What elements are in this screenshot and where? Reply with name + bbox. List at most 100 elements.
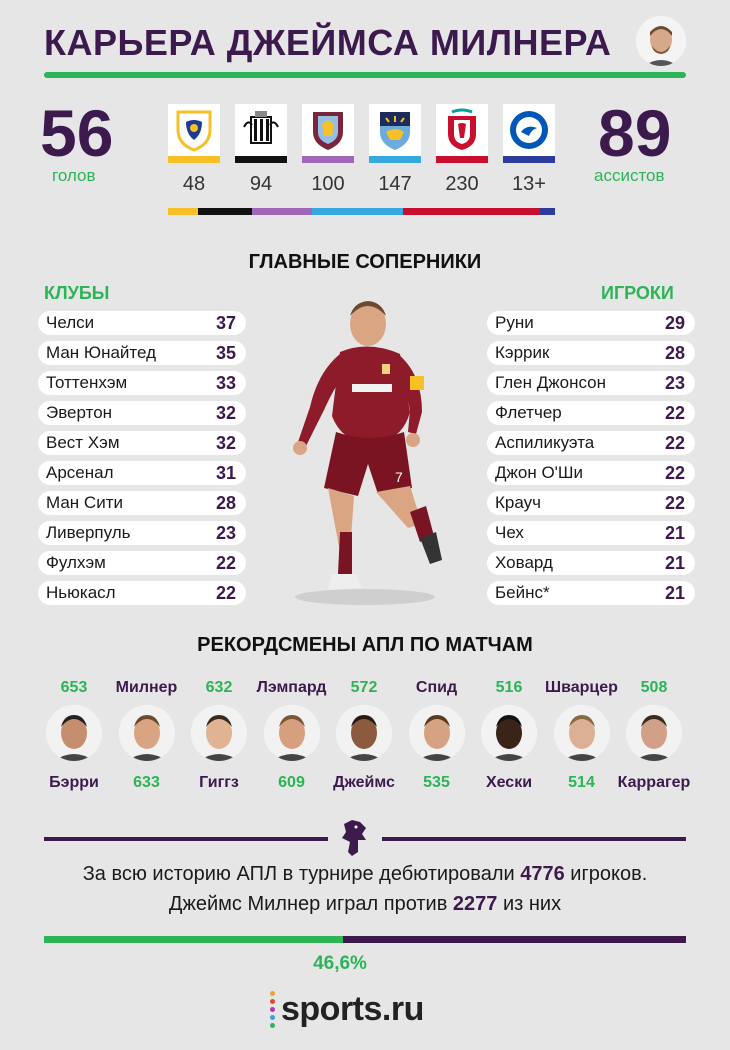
record-matches: 653 [60,679,88,696]
rival-club-value: 35 [215,342,236,363]
rival-club-name: Эвертон [46,403,113,422]
record-matches: 508 [640,679,668,696]
rival-club-value: 31 [215,462,236,483]
club-liverpool: 230 [436,104,488,195]
rival-player-name: Джон О'Ши [495,463,583,482]
clubs-header: КЛУБЫ [44,283,110,303]
leeds-badge-icon [168,104,220,156]
club-games: 147 [378,173,412,195]
club-brighton: 13+ [503,104,555,195]
rival-player-row: Чех 21 [487,521,695,545]
milner-player-photo: 7 [270,292,460,612]
club-games: 94 [249,173,273,195]
rival-player-row: Ховард 21 [487,551,695,575]
record-player-name: Каррагер [617,774,691,791]
rival-club-value: 28 [215,492,236,513]
rival-player-value: 29 [664,312,685,333]
record-matches: 535 [423,774,450,791]
rival-player-value: 21 [664,552,685,573]
records-title: РЕКОРДСМЕНЫ АПЛ ПО МАТЧАМ [197,634,533,656]
aston-villa-badge-icon [302,104,354,156]
record-matches: 609 [278,774,305,791]
rival-player-name: Флетчер [495,403,562,422]
record-player-face [46,705,102,761]
rival-club-row: Челси 37 [38,311,246,335]
rival-player-value: 23 [664,372,685,393]
record-player-name: Хески [485,774,533,791]
club-aston-villa: 100 [302,104,354,195]
rival-club-value: 32 [215,402,236,423]
page-title: КАРЬЕРА ДЖЕЙМСА МИЛНЕРА [44,22,612,63]
players-header: ИГРОКИ [601,283,674,303]
club-newcastle: 94 [235,104,287,195]
record-player-name: Милнер [115,679,178,696]
record-player-face [626,705,682,761]
rival-club-name: Ньюкасл [46,583,116,602]
club-man-city: 147 [369,104,421,195]
rival-player-name: Глен Джонсон [495,373,606,392]
rival-player-row: Глен Джонсон 23 [487,371,695,395]
record-player-name: Гиггз [199,774,239,791]
club-games: 48 [182,173,206,195]
career-timeline-bar [168,208,555,215]
rival-club-value: 37 [215,312,236,333]
share-progress-bar [44,936,686,943]
club-leeds: 48 [168,104,220,195]
rival-player-row: Руни 29 [487,311,695,335]
share-progress-fill [44,936,344,943]
assists-value: 89 [598,96,672,170]
liverpool-badge-icon [436,104,488,156]
record-matches: 572 [350,679,378,696]
rival-club-name: Арсенал [46,463,114,482]
record-matches: 516 [495,679,523,696]
sports-ru-logo: sports.ru [270,990,424,1029]
rival-player-name: Руни [495,313,534,332]
rival-club-row: Ливерпуль 23 [38,521,246,545]
rival-player-name: Бейнс* [495,583,550,602]
record-player-name: Лэмпард [256,679,327,696]
rival-club-name: Челси [46,313,95,332]
rival-player-name: Чех [495,523,524,542]
rival-player-name: Крауч [495,493,541,512]
divider-left [44,837,328,841]
record-matches: 632 [205,679,233,696]
rival-club-row: Фулхэм 22 [38,551,246,575]
rival-player-name: Ховард [495,553,553,572]
record-player-face [191,705,247,761]
goals-value: 56 [40,96,114,170]
rival-club-name: Вест Хэм [46,433,120,452]
rival-player-row: Крауч 22 [487,491,695,515]
rival-player-value: 22 [664,432,685,453]
rival-club-value: 32 [215,432,236,453]
rival-club-row: Тоттенхэм 33 [38,371,246,395]
man-city-badge-icon [369,104,421,156]
rival-club-row: Арсенал 31 [38,461,246,485]
record-player-face [481,705,537,761]
rival-player-value: 21 [664,522,685,543]
club-games: 230 [445,173,479,195]
rival-player-row: Джон О'Ши 22 [487,461,695,485]
summary-line-2: Джеймс Милнер играл против 2277 из них [168,893,562,915]
record-player-face [408,705,465,761]
record-player-name: Бэрри [49,774,99,791]
rival-club-name: Ман Сити [46,493,123,512]
record-player-face [336,705,392,761]
rival-club-row: Ман Сити 28 [38,491,246,515]
rival-club-value: 22 [215,552,236,573]
rival-club-value: 22 [215,582,236,603]
rival-club-row: Ньюкасл 22 [38,581,246,605]
record-player-name: Джеймс [333,774,395,791]
rivals-title: ГЛАВНЫЕ СОПЕРНИКИ [248,251,482,273]
rival-player-row: Кэррик 28 [487,341,695,365]
rival-player-value: 22 [664,462,685,483]
premier-league-lion-icon [336,818,372,858]
rival-club-row: Ман Юнайтед 35 [38,341,246,365]
record-player-face [263,705,320,761]
rival-club-name: Ливерпуль [46,523,131,542]
rival-player-row: Бейнс* 21 [487,581,695,605]
assists-label: ассистов [594,166,665,185]
record-matches: 514 [568,774,595,791]
club-games: 13+ [512,173,546,195]
rival-club-row: Эвертон 32 [38,401,246,425]
divider-right [382,837,686,841]
